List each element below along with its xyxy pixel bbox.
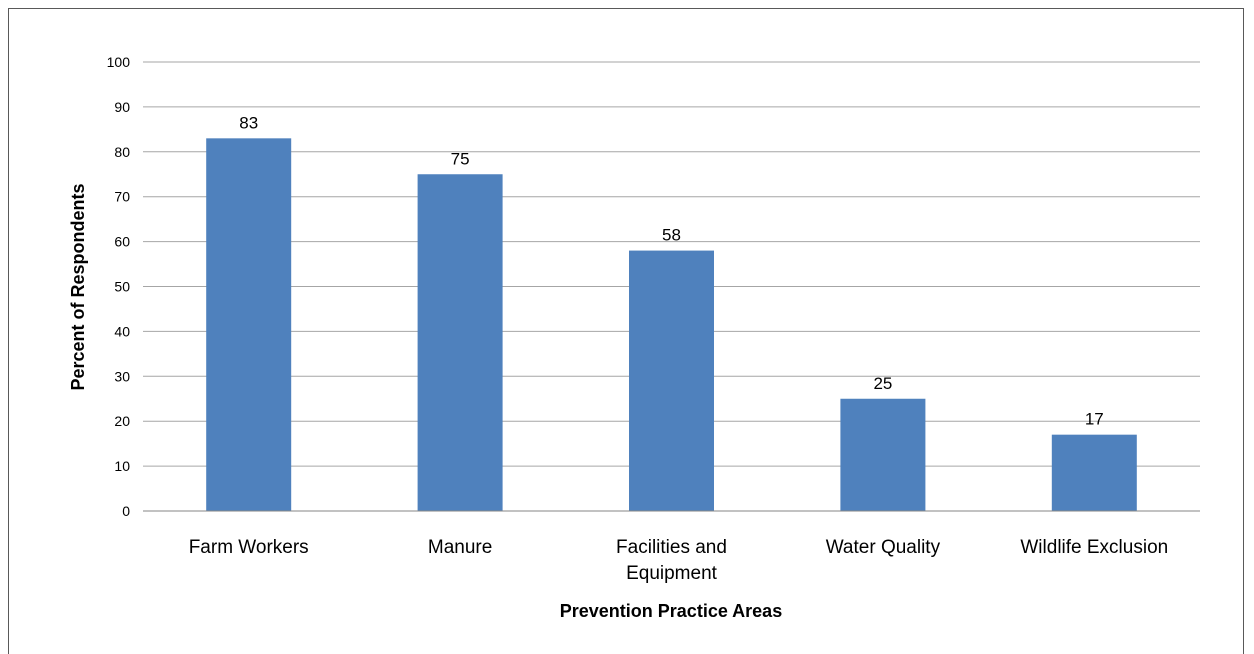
category-label-line: Water Quality	[826, 537, 941, 558]
data-label: 75	[451, 149, 470, 168]
y-tick-label: 100	[107, 54, 131, 70]
y-tick-label: 70	[114, 189, 130, 205]
category-label: Water Quality	[826, 537, 941, 558]
category-label: Facilities and Equipment	[616, 537, 727, 584]
category-label: Manure	[428, 537, 492, 558]
x-axis-labels: Farm Workers Manure Facilities and Equipmen…	[189, 537, 1169, 584]
y-tick-label: 60	[114, 234, 130, 250]
category-label: Farm Workers	[189, 537, 309, 558]
bars	[206, 138, 1137, 511]
y-tick-label: 40	[114, 323, 130, 339]
category-label-line: Wildlife Exclusion	[1020, 537, 1168, 558]
category-label: Wildlife Exclusion	[1020, 537, 1168, 558]
data-label: 25	[873, 374, 892, 393]
data-labels: 83 75 58 25 17	[239, 113, 1104, 428]
y-axis-title: Percent of Respondents	[68, 183, 88, 390]
bar	[206, 138, 292, 511]
y-tick-label: 30	[114, 368, 130, 384]
y-tick-label: 90	[114, 99, 130, 115]
data-label: 83	[239, 113, 258, 132]
y-tick-label: 20	[114, 413, 130, 429]
bar	[1051, 434, 1137, 511]
category-label-line: Equipment	[626, 563, 718, 584]
category-label-line: Manure	[428, 537, 492, 558]
x-axis-title: Prevention Practice Areas	[560, 601, 782, 621]
data-label: 17	[1085, 410, 1104, 429]
y-tick-label: 80	[114, 144, 130, 160]
bar	[629, 250, 714, 511]
y-tick-label: 50	[114, 279, 130, 295]
bar	[417, 174, 503, 511]
data-label: 58	[662, 226, 681, 245]
category-label-line: Facilities and	[616, 537, 727, 558]
y-tick-label: 10	[114, 458, 130, 474]
y-tick-label: 0	[122, 503, 130, 519]
bar	[840, 398, 926, 511]
y-axis-ticks: 0 10 20 30 40 50 60 70 80 90 100	[107, 54, 131, 519]
category-label-line: Farm Workers	[189, 537, 309, 558]
